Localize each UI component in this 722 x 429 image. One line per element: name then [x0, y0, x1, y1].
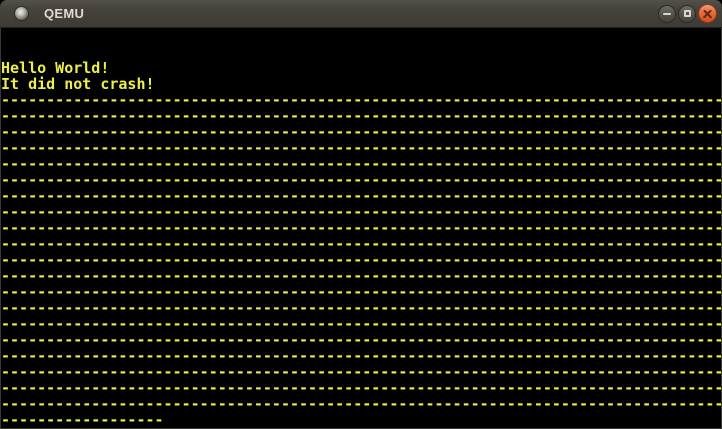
vga-line: ----------------------------------------… — [1, 92, 721, 108]
vga-line: ----------------------------------------… — [1, 332, 721, 348]
minimize-button[interactable] — [658, 4, 676, 23]
vga-line: ----------------------------------------… — [1, 188, 721, 204]
vga-line: ----------------------------------------… — [1, 108, 721, 124]
vga-line: ----------------------------------------… — [1, 172, 721, 188]
vga-line: ------------------ — [1, 412, 164, 428]
vga-line: ----------------------------------------… — [1, 220, 721, 236]
vga-line: ----------------------------------------… — [1, 252, 721, 268]
close-icon — [702, 8, 713, 19]
vga-line: ----------------------------------------… — [1, 316, 721, 332]
vga-line: ----------------------------------------… — [1, 204, 721, 220]
vga-line: ----------------------------------------… — [1, 300, 721, 316]
window-controls — [658, 4, 717, 23]
maximize-button[interactable] — [678, 4, 696, 23]
titlebar[interactable]: QEMU — [0, 0, 722, 28]
vga-line — [1, 44, 721, 60]
vga-line: ----------------------------------------… — [1, 364, 721, 380]
close-button[interactable] — [698, 4, 717, 23]
maximize-icon — [683, 10, 691, 17]
minimize-icon — [663, 12, 671, 15]
vga-line: ----------------------------------------… — [1, 140, 721, 156]
vga-line: ----------------------------------------… — [1, 348, 721, 364]
vga-line: It did not crash! — [1, 76, 155, 92]
vga-line — [1, 28, 721, 44]
vga-line: ----------------------------------------… — [1, 396, 721, 412]
vga-line: Hello World! — [1, 60, 110, 76]
vga-line: ----------------------------------------… — [1, 236, 721, 252]
vga-line: ----------------------------------------… — [1, 380, 721, 396]
vga-line: ----------------------------------------… — [1, 268, 721, 284]
qemu-display[interactable]: Hello World! It did not crash! -----------… — [0, 28, 722, 429]
vga-line: ----------------------------------------… — [1, 284, 721, 300]
vga-line: ----------------------------------------… — [1, 124, 721, 140]
vga-line: ----------------------------------------… — [1, 156, 721, 172]
window-title: QEMU — [44, 6, 85, 21]
window-menu-icon[interactable] — [15, 7, 28, 20]
